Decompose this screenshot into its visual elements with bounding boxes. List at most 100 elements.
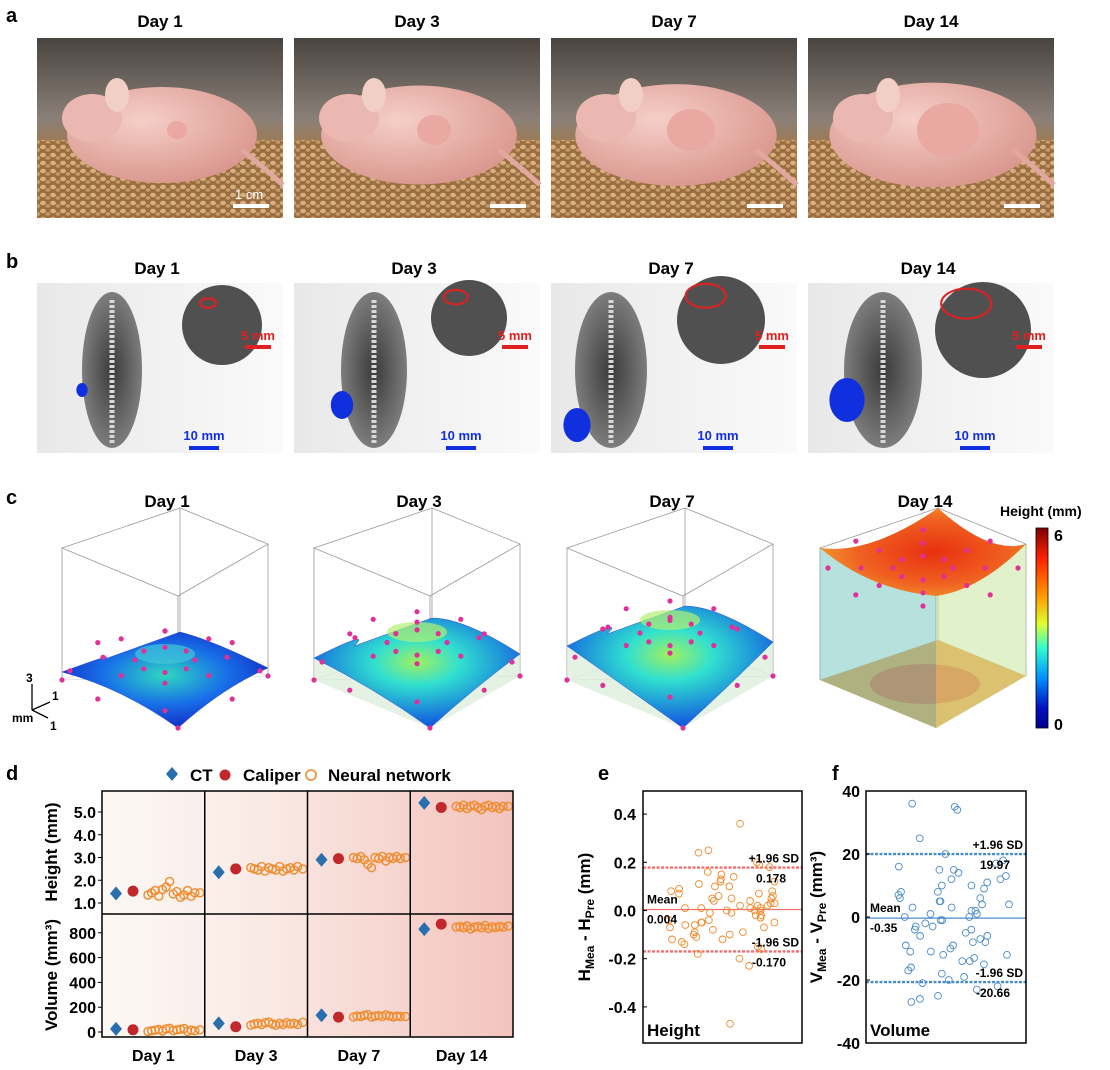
difference-point (910, 925, 919, 934)
sample-point (319, 659, 325, 665)
difference-point (944, 976, 953, 984)
difference-point (736, 901, 744, 910)
ct-point-volume (315, 1008, 328, 1023)
scale-bar-5mm-label: 5 mm (241, 328, 275, 343)
lower-sd-label: -1.96 SD (976, 966, 1024, 980)
sample-point (393, 648, 399, 655)
sample-point (162, 669, 168, 676)
axis-unit-label: mm (12, 711, 33, 725)
sample-point (899, 573, 905, 580)
sample-point (920, 527, 926, 533)
sample-point (646, 621, 652, 627)
sample-point (414, 619, 420, 625)
sample-point (509, 659, 515, 665)
ct-point-volume (110, 1021, 122, 1036)
difference-point (976, 935, 985, 943)
label-part: H (575, 969, 594, 981)
panel-label-a: a (6, 5, 18, 27)
difference-point (954, 869, 963, 877)
difference-point (681, 904, 689, 912)
nn-point-volume (285, 1019, 296, 1029)
y-tick-label: 0 (87, 1025, 96, 1042)
label-part: Mea (815, 948, 829, 972)
difference-point (770, 877, 779, 886)
difference-point (755, 889, 763, 898)
difference-point (939, 950, 948, 959)
panel-a-photos: Day 1 1 cm Day 3 Day 7 Day 14 (37, 12, 1056, 218)
x-axis-arrow (31, 701, 51, 711)
legend-nn-label: Neural network (328, 766, 451, 785)
sample-point (941, 573, 947, 580)
difference-point (938, 916, 947, 924)
y-axis-label: VMea - VPre (mm³) (807, 851, 829, 983)
tumor-outline (442, 288, 469, 306)
surface-day-3: Day 7 (564, 492, 776, 731)
photo-day-1: Day 1 1 cm (37, 12, 285, 218)
difference-point (729, 872, 738, 881)
sample-point (183, 666, 189, 672)
label-part: - H (575, 918, 594, 945)
mouse-ear (619, 78, 643, 112)
panel-label-b: b (6, 251, 18, 273)
difference-point (753, 858, 761, 867)
axis-z-label: 3 (26, 671, 33, 685)
sample-point (964, 547, 970, 554)
day-title: Day 1 (134, 259, 179, 278)
sample-point (95, 640, 101, 646)
sample-point (688, 639, 694, 645)
sample-point (206, 636, 212, 642)
sample-point (67, 668, 73, 674)
y-tick-label: 200 (69, 1000, 96, 1017)
mouse-ear (362, 78, 386, 112)
sample-point (192, 657, 198, 663)
legend-ct-label: CT (190, 766, 213, 785)
panel-label-c: c (6, 487, 17, 509)
y-tick-label: 0.4 (614, 807, 636, 824)
difference-point (965, 913, 974, 921)
sample-point (920, 553, 926, 559)
sample-point (476, 635, 482, 641)
sample-point (224, 654, 230, 660)
scale-bar (490, 204, 526, 208)
sample-point (517, 673, 523, 679)
tumor-blue (563, 408, 591, 442)
difference-point (768, 887, 777, 896)
panel-e-chart: 0.4 0.2 0.0 -0.2 -0.4 +1.96 SD 0.178 Mean 0.004 -… (575, 790, 803, 1044)
nn-point-volume (352, 1011, 362, 1021)
nn-point-volume (186, 1025, 196, 1035)
tumor-blue (330, 391, 354, 419)
scale-bar-10mm (446, 446, 476, 450)
sample-point (920, 603, 926, 609)
y-tick-label: 1.0 (74, 896, 96, 913)
sample-point (414, 661, 420, 667)
mouse-tail (240, 148, 285, 187)
difference-point (901, 941, 910, 950)
sample-point (384, 639, 390, 646)
sample-point (770, 673, 776, 679)
difference-point (934, 991, 942, 1000)
ct-day-2: Day 3 5 mm 10 mm (294, 259, 540, 453)
difference-point (735, 954, 744, 963)
difference-point (941, 850, 950, 858)
difference-point (947, 875, 956, 884)
difference-point (693, 950, 702, 958)
scale-bar-10mm-label: 10 mm (954, 428, 995, 443)
sample-point (370, 653, 376, 659)
nn-point-height (164, 876, 175, 887)
day-title: Day 14 (901, 259, 956, 278)
scale-bar-5mm-label: 5 mm (755, 328, 789, 343)
sample-point (920, 590, 926, 596)
difference-point (993, 982, 1002, 991)
difference-point (980, 884, 988, 893)
y-tick-label: 5.0 (74, 805, 96, 822)
plot-frame (642, 790, 803, 1044)
mouse-head (62, 94, 122, 142)
y-tick-label: 800 (69, 926, 96, 943)
difference-point (746, 904, 755, 912)
difference-point (935, 865, 944, 874)
colorbar-title: Height (mm) (1000, 503, 1082, 519)
sample-point (734, 626, 740, 632)
y-tick-label: 40 (842, 784, 860, 801)
difference-point (706, 909, 714, 917)
difference-point (765, 863, 774, 871)
